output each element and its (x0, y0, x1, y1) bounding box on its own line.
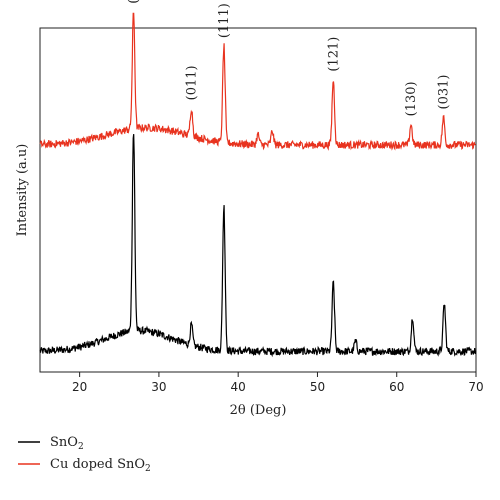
peak-label: (111) (217, 3, 232, 38)
plot-frame (39, 27, 477, 373)
legend-label: Cu doped SnO2 (50, 457, 151, 474)
y-axis-label: Intensity (a.u) (15, 144, 30, 237)
x-tick-label: 70 (468, 380, 483, 394)
x-axis-ticks: 20 30 40 50 60 70 (72, 372, 484, 394)
peak-label: (121) (326, 37, 341, 72)
series-line-2 (39, 12, 476, 151)
legend-label: SnO2 (50, 435, 84, 452)
series-line-1 (39, 134, 477, 358)
x-tick-label: 50 (310, 380, 325, 394)
legend: SnO2 Cu doped SnO2 (18, 435, 151, 474)
x-tick-label: 20 (72, 380, 87, 394)
peak-label: (130) (404, 81, 419, 116)
x-tick-label: 60 (389, 380, 404, 394)
peak-annotations: (110) (011) (111) (121) (130) (031) (127, 0, 452, 116)
x-tick-label: 40 (231, 380, 246, 394)
peak-label: (110) (127, 0, 142, 4)
x-axis-label: 2θ (Deg) (230, 403, 287, 418)
peak-label: (031) (436, 74, 451, 109)
peak-label: (011) (184, 65, 199, 100)
series-layer (39, 12, 477, 358)
x-tick-label: 30 (151, 380, 166, 394)
